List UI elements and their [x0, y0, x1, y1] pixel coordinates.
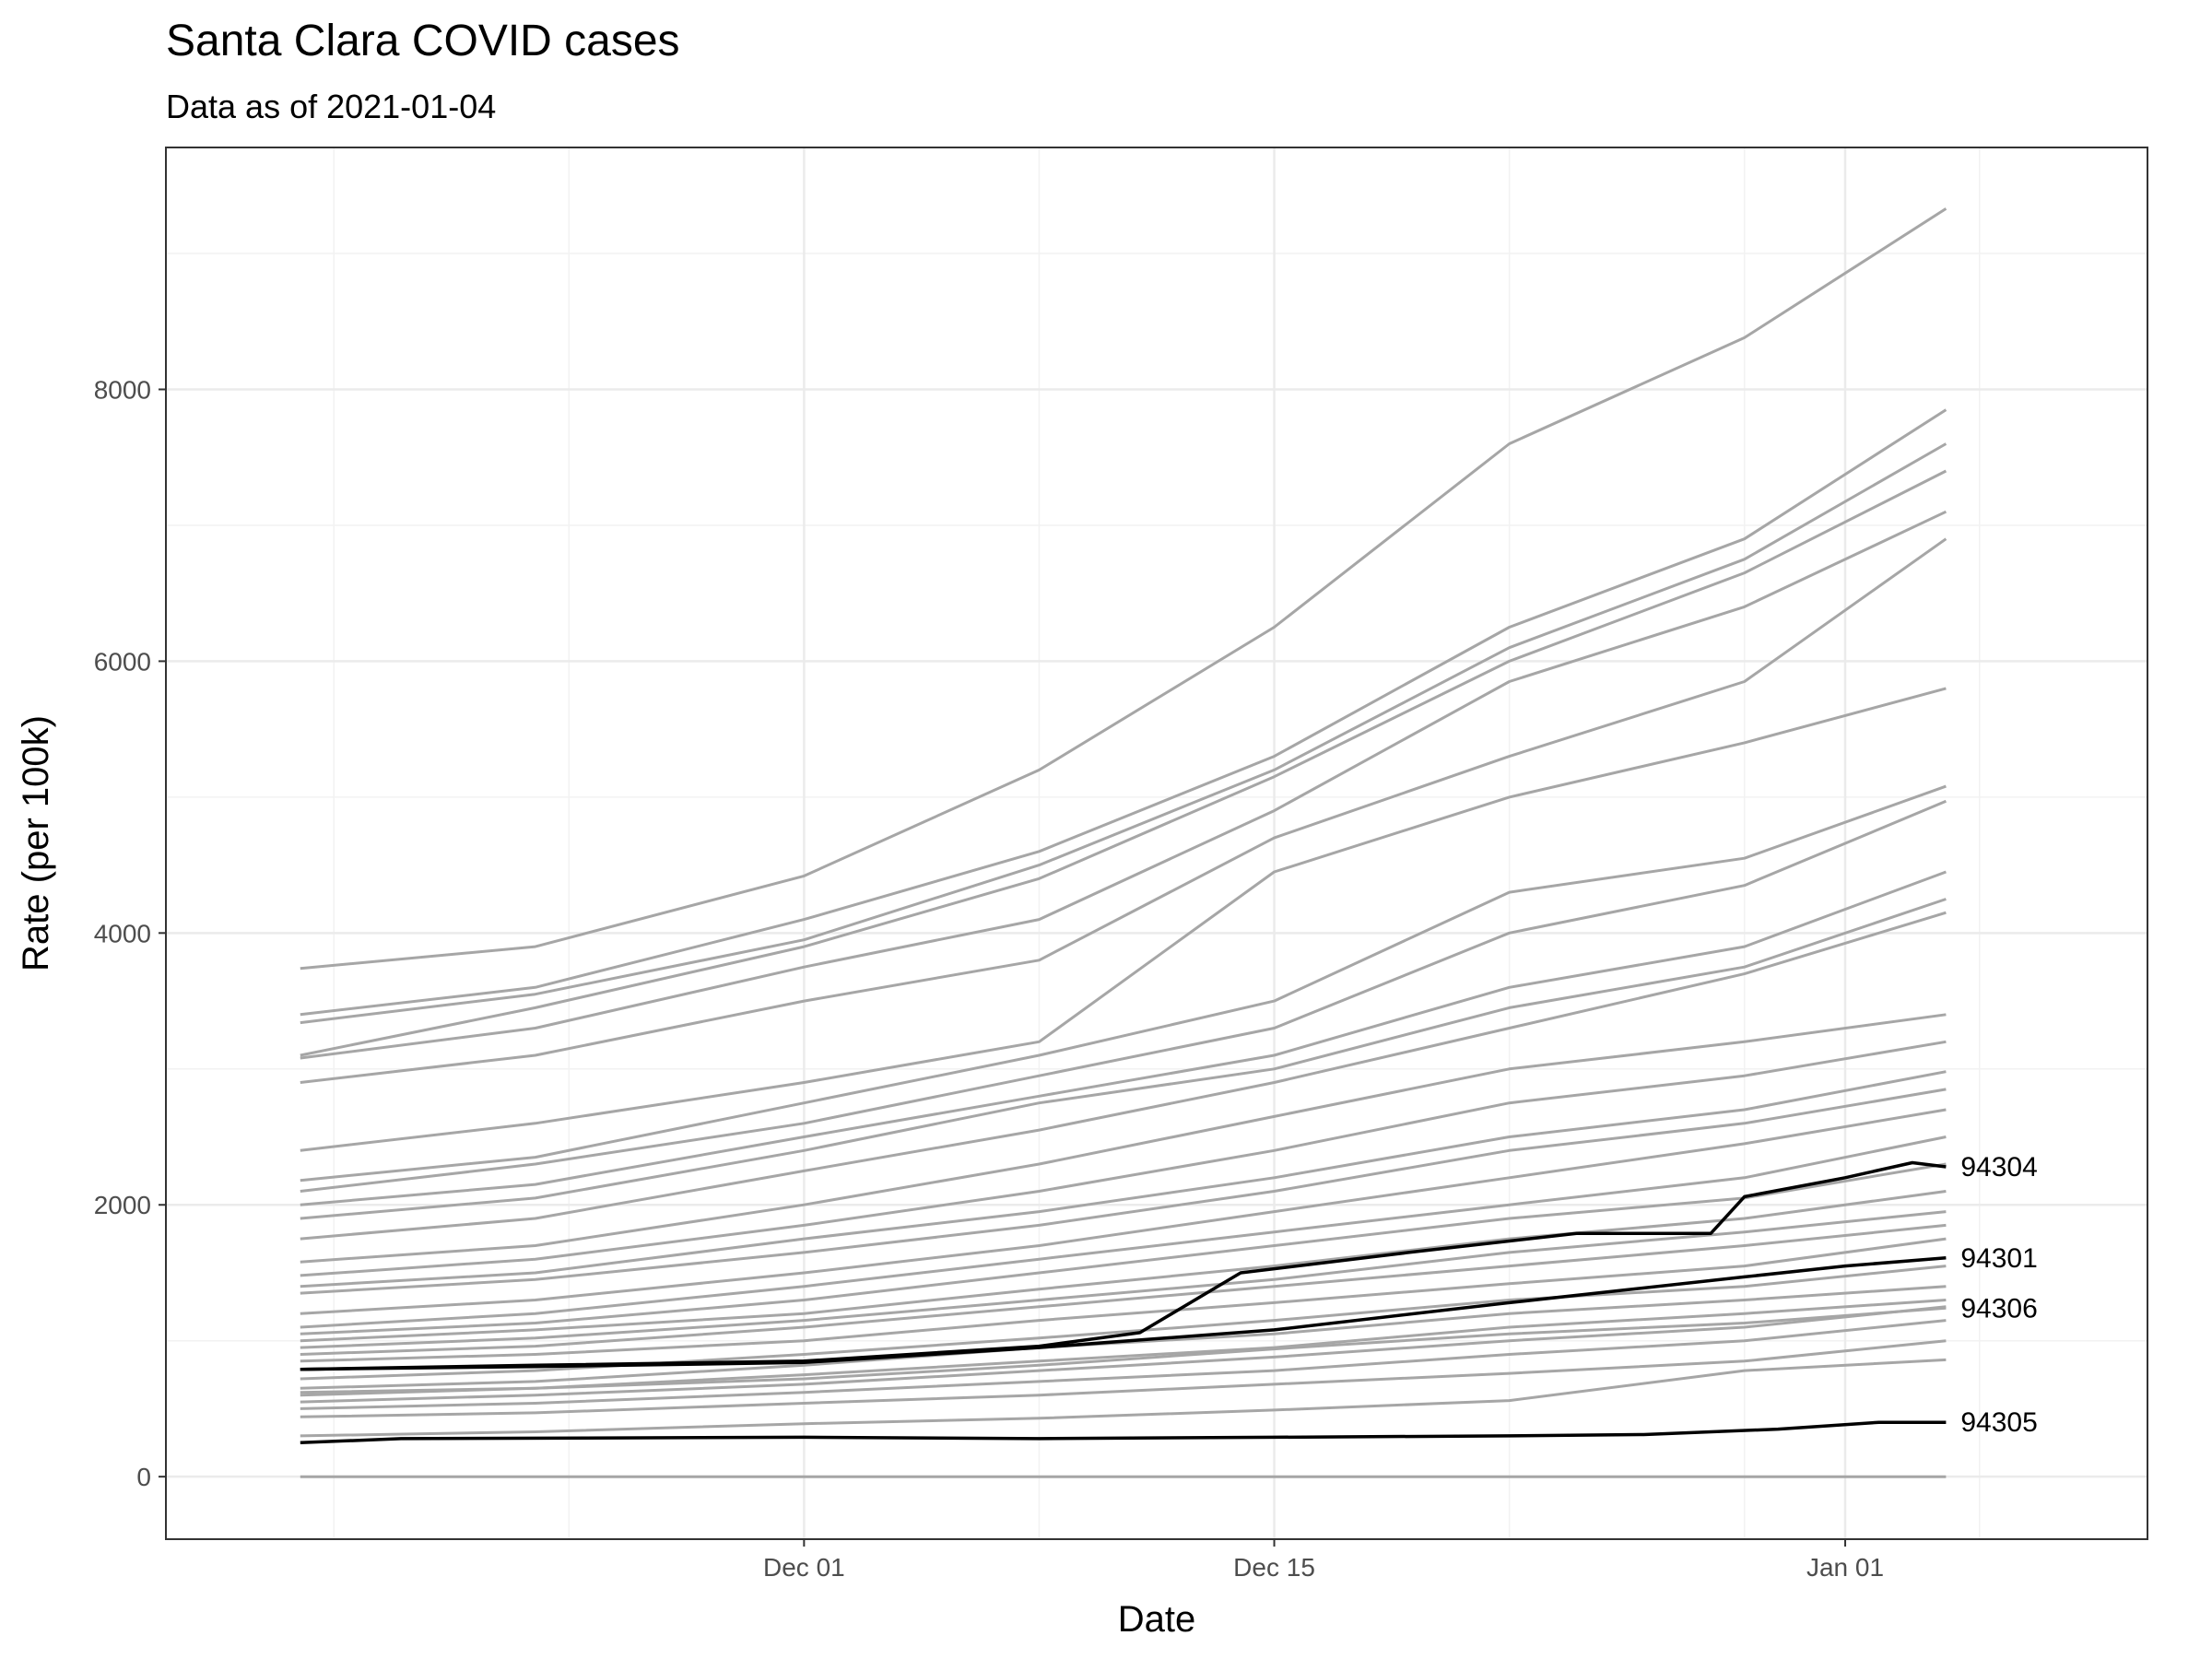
series-line-zip-29 [300, 1339, 1947, 1418]
series-line-zip-12 [300, 911, 1947, 1241]
y-axis-title: Rate (per 100k) [16, 715, 56, 971]
x-tick-label: Jan 01 [1806, 1553, 1884, 1582]
y-tick-label: 6000 [94, 647, 151, 676]
y-tick-label: 2000 [94, 1191, 151, 1219]
series-line-zip-15 [300, 1070, 1947, 1288]
series-line-94305 [300, 1420, 1947, 1445]
end-label-94304: 94304 [1960, 1152, 2037, 1182]
series-line-zip-16 [300, 1088, 1947, 1295]
series-layer [300, 207, 1947, 1478]
panel-border [165, 147, 2148, 1540]
series-line-zip-6 [300, 537, 1947, 1084]
chart-subtitle: Data as of 2021-01-04 [166, 88, 496, 125]
series-line-94301 [300, 1256, 1947, 1371]
series-line-zip-10 [300, 870, 1947, 1206]
series-line-zip-17 [300, 1108, 1947, 1315]
y-tick-label: 4000 [94, 919, 151, 947]
series-line-zip-23 [300, 1237, 1947, 1363]
end-label-94306: 94306 [1960, 1293, 2037, 1324]
chart-title: Santa Clara COVID cases [166, 17, 680, 65]
y-tick-label: 0 [136, 1463, 151, 1491]
end-label-94301: 94301 [1960, 1243, 2037, 1274]
x-axis: Dec 01 Dec 15 Jan 01 [763, 1539, 1884, 1582]
series-line-zip-3 [300, 442, 1947, 1025]
series-line-zip-18 [300, 1135, 1947, 1329]
series-line-zip-8 [300, 784, 1947, 1182]
series-line-zip-27 [300, 1305, 1947, 1404]
series-line-zip-28 [300, 1319, 1947, 1410]
series-line-zip-21 [300, 1210, 1947, 1349]
end-label-94305: 94305 [1960, 1407, 2037, 1438]
x-tick-label: Dec 15 [1233, 1553, 1315, 1582]
series-line-zip-1 [300, 207, 1947, 971]
series-line-zip-19 [300, 1162, 1947, 1335]
series-line-zip-30 [300, 1358, 1947, 1438]
series-line-zip-4 [300, 469, 1947, 1057]
series-line-zip-11 [300, 898, 1947, 1220]
series-line-zip-13 [300, 1013, 1947, 1264]
series-line-zip-9 [300, 799, 1947, 1193]
series-line-zip-20 [300, 1190, 1947, 1343]
series-line-94306 [300, 1306, 1947, 1394]
series-line-zip-24 [300, 1265, 1947, 1381]
x-tick-label: Dec 01 [763, 1553, 845, 1582]
series-line-zip-7 [300, 687, 1947, 1152]
series-line-zip-22 [300, 1223, 1947, 1356]
end-labels: 94304 94301 94306 94305 [1960, 1152, 2037, 1438]
y-tick-label: 8000 [94, 375, 151, 404]
x-axis-title: Date [1118, 1599, 1196, 1640]
y-axis: 0 2000 4000 6000 8000 [94, 375, 166, 1491]
series-line-zip-2 [300, 408, 1947, 1017]
series-line-zip-25 [300, 1285, 1947, 1390]
series-line-zip-14 [300, 1040, 1947, 1277]
series-line-zip-5 [300, 510, 1947, 1060]
